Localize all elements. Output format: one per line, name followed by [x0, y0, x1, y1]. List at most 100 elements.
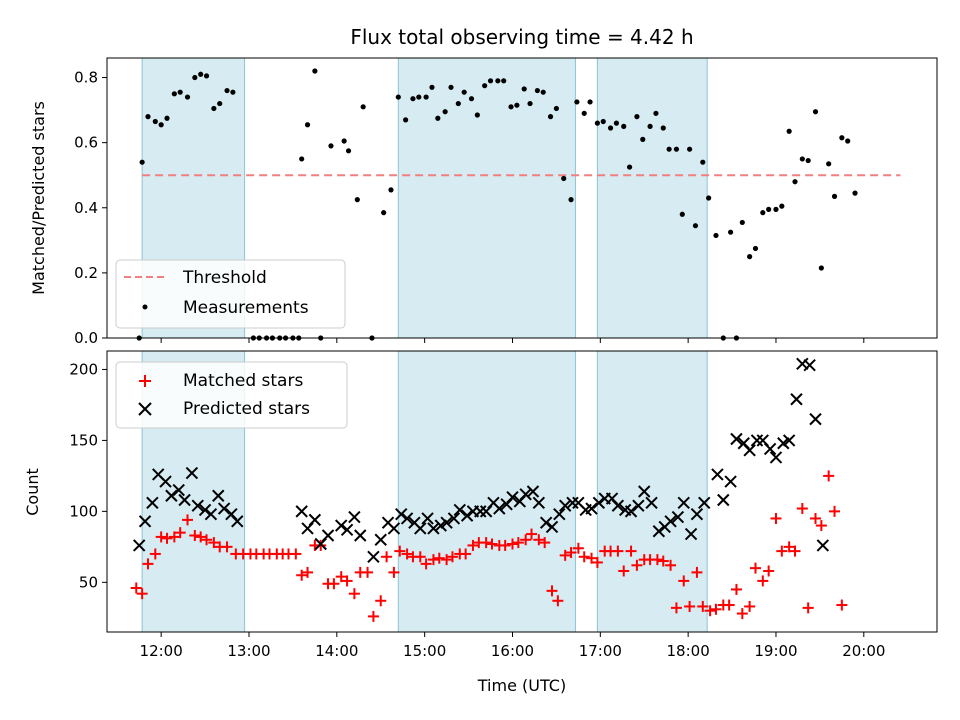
- legend-matched-label: Matched stars: [183, 371, 303, 391]
- predicted-stars-point: [159, 475, 172, 488]
- measurement-point: [812, 109, 819, 115]
- measurement-point: [304, 122, 311, 128]
- measurement-point: [164, 115, 170, 121]
- measurement-point: [224, 87, 230, 94]
- predicted-stars-point: [711, 468, 724, 481]
- measurement-point: [786, 128, 792, 134]
- matched-stars-point: [783, 541, 795, 553]
- predicted-stars-point: [652, 525, 666, 538]
- matched-stars-point: [578, 551, 590, 563]
- measurement-point: [508, 104, 514, 110]
- matched-stars-point: [789, 545, 801, 557]
- matched-stars-point: [802, 602, 814, 614]
- predicted-stars-point: [146, 496, 159, 510]
- predicted-stars-point: [460, 509, 474, 522]
- matched-stars-point: [512, 537, 524, 549]
- matched-stars-point: [836, 599, 848, 611]
- measurement-point: [381, 210, 387, 216]
- predicted-stars-point: [178, 493, 191, 507]
- matched-stars-point: [815, 520, 827, 532]
- predicted-stars-point: [506, 490, 519, 504]
- predicted-stars-point: [440, 516, 453, 529]
- matched-stars-point: [823, 470, 835, 482]
- x-tick-label: 17:00: [579, 642, 622, 660]
- measurement-point: [416, 94, 422, 100]
- measurement-point: [328, 143, 334, 149]
- predicted-stars-point: [172, 483, 185, 497]
- measurement-point: [553, 105, 560, 112]
- matched-stars-point: [375, 595, 387, 607]
- y-tick-label: 200: [69, 360, 98, 378]
- matched-stars-point: [427, 554, 439, 566]
- measurement-point: [423, 94, 429, 100]
- measurement-point: [679, 211, 685, 217]
- measurement-point: [826, 161, 832, 167]
- predicted-stars-point: [138, 515, 152, 528]
- predicted-stars-point: [447, 512, 461, 525]
- matched-stars-point: [381, 551, 393, 563]
- matched-stars-point: [142, 558, 154, 570]
- measurement-point: [600, 118, 606, 125]
- matched-stars-point: [467, 539, 479, 551]
- predicted-stars-point: [526, 485, 540, 498]
- matched-stars-point: [704, 605, 716, 617]
- bottom-panel: 50 100 150 200 12:00 13:00 14:00 15:00 16:00 17:…: [23, 350, 938, 695]
- measurement-point: [482, 83, 488, 89]
- predicted-stars-point: [414, 522, 427, 535]
- measurement-point: [435, 115, 441, 121]
- measurement-point: [177, 89, 183, 95]
- legend-predicted-swatch: [138, 402, 152, 416]
- matched-stars-point: [208, 537, 220, 549]
- y-tick-label: 0.0: [74, 329, 98, 347]
- predicted-stars-point: [816, 539, 830, 552]
- matched-stars-point: [367, 610, 379, 622]
- y-tick-label: 50: [79, 573, 98, 591]
- matched-stars-point: [414, 551, 426, 563]
- matched-stars-point: [420, 558, 432, 570]
- measurement-point: [653, 110, 659, 116]
- matched-stars-point: [657, 555, 669, 567]
- matched-stars-point: [149, 548, 161, 560]
- predicted-stars-point: [132, 539, 146, 552]
- matched-stars-point: [130, 582, 142, 594]
- predicted-stars-point: [553, 507, 566, 521]
- matched-stars-point: [302, 566, 314, 578]
- legend-measurements-label: Measurements: [183, 298, 309, 318]
- predicted-stars-point: [690, 507, 704, 521]
- measurement-point: [527, 100, 533, 107]
- matched-stars-point: [388, 566, 400, 578]
- bottom-legend: Matched stars Predicted stars: [115, 361, 348, 429]
- predicted-stars-point: [611, 499, 625, 512]
- matched-stars-point: [480, 537, 492, 549]
- measurement-point: [752, 245, 759, 252]
- matched-stars-point: [401, 548, 413, 560]
- predicted-stars-point: [724, 475, 737, 488]
- matched-stars-point: [221, 541, 233, 553]
- predicted-stars-point: [321, 529, 335, 542]
- measurement-point: [727, 229, 734, 235]
- predicted-stars-point: [677, 496, 690, 510]
- measurement-point: [779, 203, 785, 209]
- matched-stars-point: [829, 505, 841, 517]
- predicted-stars-point: [493, 502, 506, 515]
- measurement-point: [540, 89, 546, 95]
- matched-stars-point: [618, 565, 630, 577]
- measurement-point: [299, 156, 305, 162]
- predicted-stars-point: [684, 527, 698, 541]
- matched-stars-point: [290, 548, 302, 560]
- measurement-point: [468, 96, 475, 102]
- matched-stars-point: [315, 539, 327, 551]
- measurement-point: [831, 193, 838, 199]
- measurement-point: [395, 94, 401, 100]
- measurement-point: [145, 114, 151, 120]
- measurement-point: [818, 265, 824, 271]
- measurement-point: [640, 136, 646, 142]
- predicted-stars-point: [474, 505, 487, 518]
- top-x-ticks: [160, 338, 865, 343]
- bottom-data-points: [130, 357, 848, 622]
- shaded-interval-1: [397, 57, 576, 339]
- measurement-point: [673, 146, 680, 152]
- measurement-point: [547, 114, 554, 120]
- matched-stars-point: [710, 603, 722, 615]
